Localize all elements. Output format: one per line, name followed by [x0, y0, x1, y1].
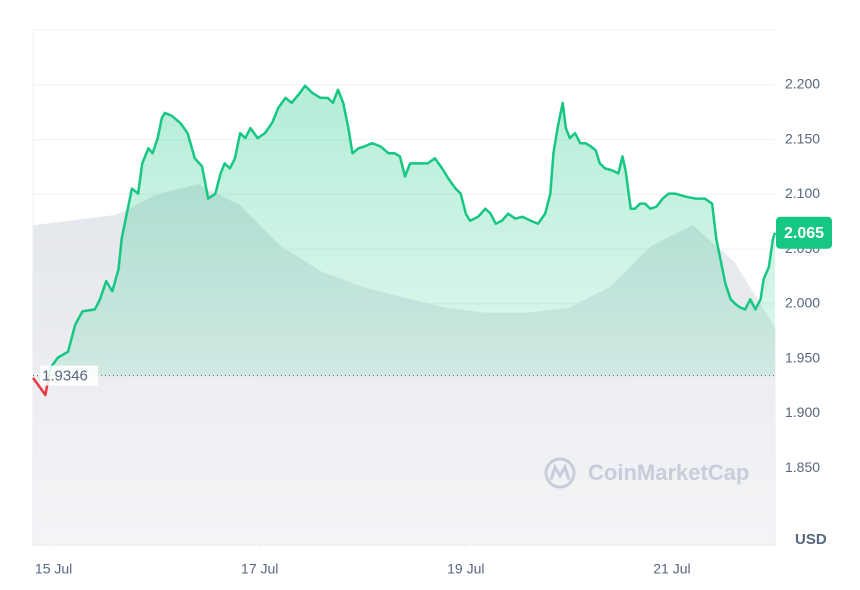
watermark: CoinMarketCap [544, 457, 749, 489]
y-tick-label: 2.150 [785, 130, 820, 146]
watermark-logo-mark [549, 463, 571, 481]
price-area [49, 85, 775, 376]
x-tick-label: 17 Jul [241, 561, 278, 577]
y-tick-label: 2.100 [785, 185, 820, 201]
reference-label: 1.9346 [42, 368, 88, 385]
x-tick-label: 19 Jul [447, 561, 484, 577]
watermark-logo [544, 457, 576, 489]
y-tick-label: 2.200 [785, 75, 820, 91]
x-tick-label: 15 Jul [35, 561, 72, 577]
y-tick-label: 1.950 [785, 349, 820, 365]
y-tick-label: 1.850 [785, 459, 820, 475]
current-price-badge [776, 216, 832, 249]
price-line [47, 84, 777, 376]
watermark-text: CoinMarketCap [588, 460, 749, 485]
y-axis-unit: USD [795, 531, 827, 548]
y-tick-label: 2.000 [785, 295, 820, 311]
current-price-label: 2.065 [784, 225, 824, 242]
reference-label-bg [40, 365, 98, 386]
x-tick-label: 21 Jul [653, 561, 690, 577]
y-tick-label: 1.900 [785, 404, 820, 420]
